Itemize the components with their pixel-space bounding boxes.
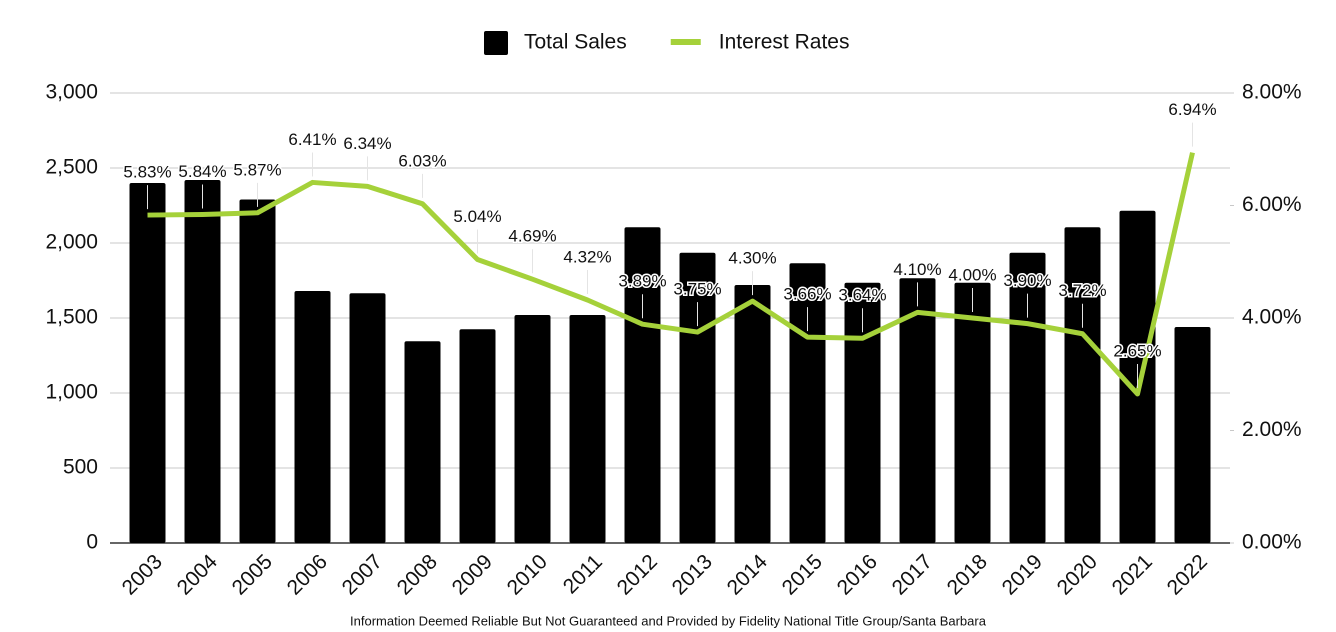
x-tick-label: 2013 [668, 550, 717, 599]
bar [1064, 227, 1101, 543]
data-label: 3.64% [838, 286, 886, 305]
data-label: 5.84% [178, 162, 226, 181]
x-tick-label: 2019 [998, 550, 1047, 599]
y-tick-label: 3,000 [45, 81, 98, 104]
x-tick-label: 2016 [833, 550, 882, 599]
x-tick-label: 2004 [173, 550, 223, 600]
y-tick-label: 1,000 [45, 381, 98, 404]
legend-swatch [484, 31, 508, 55]
data-label: 2.65% [1113, 341, 1161, 360]
y-tick-label: 0 [86, 531, 98, 554]
x-tick-label: 2012 [613, 550, 662, 599]
data-label: 4.30% [728, 249, 776, 268]
x-tick-label: 2014 [723, 550, 773, 600]
line [147, 152, 1195, 397]
x-tick-label: 2017 [888, 550, 937, 599]
data-label: 6.94% [1168, 100, 1216, 119]
data-label: 4.32% [563, 247, 611, 266]
x-tick-label: 2010 [503, 550, 552, 599]
data-label: 4.00% [948, 265, 996, 284]
y-tick-label: 2,000 [45, 231, 98, 254]
bar [294, 291, 331, 543]
data-label: 6.34% [343, 134, 391, 153]
x-tick-label: 2008 [393, 550, 442, 599]
bar [844, 282, 881, 543]
y-tick-label: 500 [63, 456, 98, 479]
bar [459, 329, 496, 543]
bar [954, 282, 991, 543]
legend-label: Total Sales [524, 31, 627, 54]
x-tick-label: 2011 [559, 550, 607, 598]
bar [1174, 327, 1211, 543]
bar [734, 285, 771, 543]
x-tick-label: 2005 [228, 550, 277, 599]
x-tick-label: 2021 [1108, 550, 1157, 599]
y2-tick-label: 2.00% [1242, 418, 1302, 441]
legend-label: Interest Rates [719, 31, 850, 54]
data-label: 3.66% [783, 285, 831, 304]
data-label: 5.83% [123, 163, 171, 182]
note: Information Deemed Reliable But Not Guar… [350, 613, 987, 628]
data-label: 4.69% [508, 227, 556, 246]
bar [184, 180, 221, 543]
bar [239, 199, 276, 543]
y-tick-label: 2,500 [45, 156, 98, 179]
data-label: 5.04% [453, 207, 501, 226]
x-tick-label: 2020 [1053, 550, 1102, 599]
bar [349, 293, 386, 543]
data-label: 4.10% [893, 260, 941, 279]
data-label: 3.90% [1003, 271, 1051, 290]
x-tick-label: 2003 [118, 550, 167, 599]
x-tick-label: 2018 [943, 550, 992, 599]
x-tick-label: 2006 [283, 550, 332, 599]
y2-tick-label: 4.00% [1242, 306, 1302, 329]
bar [899, 278, 936, 543]
y2-tick-label: 8.00% [1242, 81, 1302, 104]
data-label: 5.87% [233, 160, 281, 179]
data-label: 3.75% [673, 280, 721, 299]
bar [514, 315, 551, 543]
bar [789, 263, 826, 543]
y2-tick-label: 0.00% [1242, 531, 1302, 554]
y-tick-label: 1,500 [45, 306, 98, 329]
data-label: 6.41% [288, 130, 336, 149]
x-tick-label: 2022 [1163, 550, 1212, 599]
bar [404, 341, 441, 543]
y2-tick-label: 6.00% [1242, 193, 1302, 216]
bar [569, 315, 606, 543]
x-tick-label: 2007 [338, 550, 387, 599]
data-label: 3.89% [618, 272, 666, 291]
data-label: 6.03% [398, 151, 446, 170]
bar [129, 183, 166, 543]
bar [624, 227, 661, 543]
x-tick-label: 2009 [448, 550, 497, 599]
data-label: 3.72% [1058, 281, 1106, 300]
x-tick-label: 2015 [778, 550, 827, 599]
